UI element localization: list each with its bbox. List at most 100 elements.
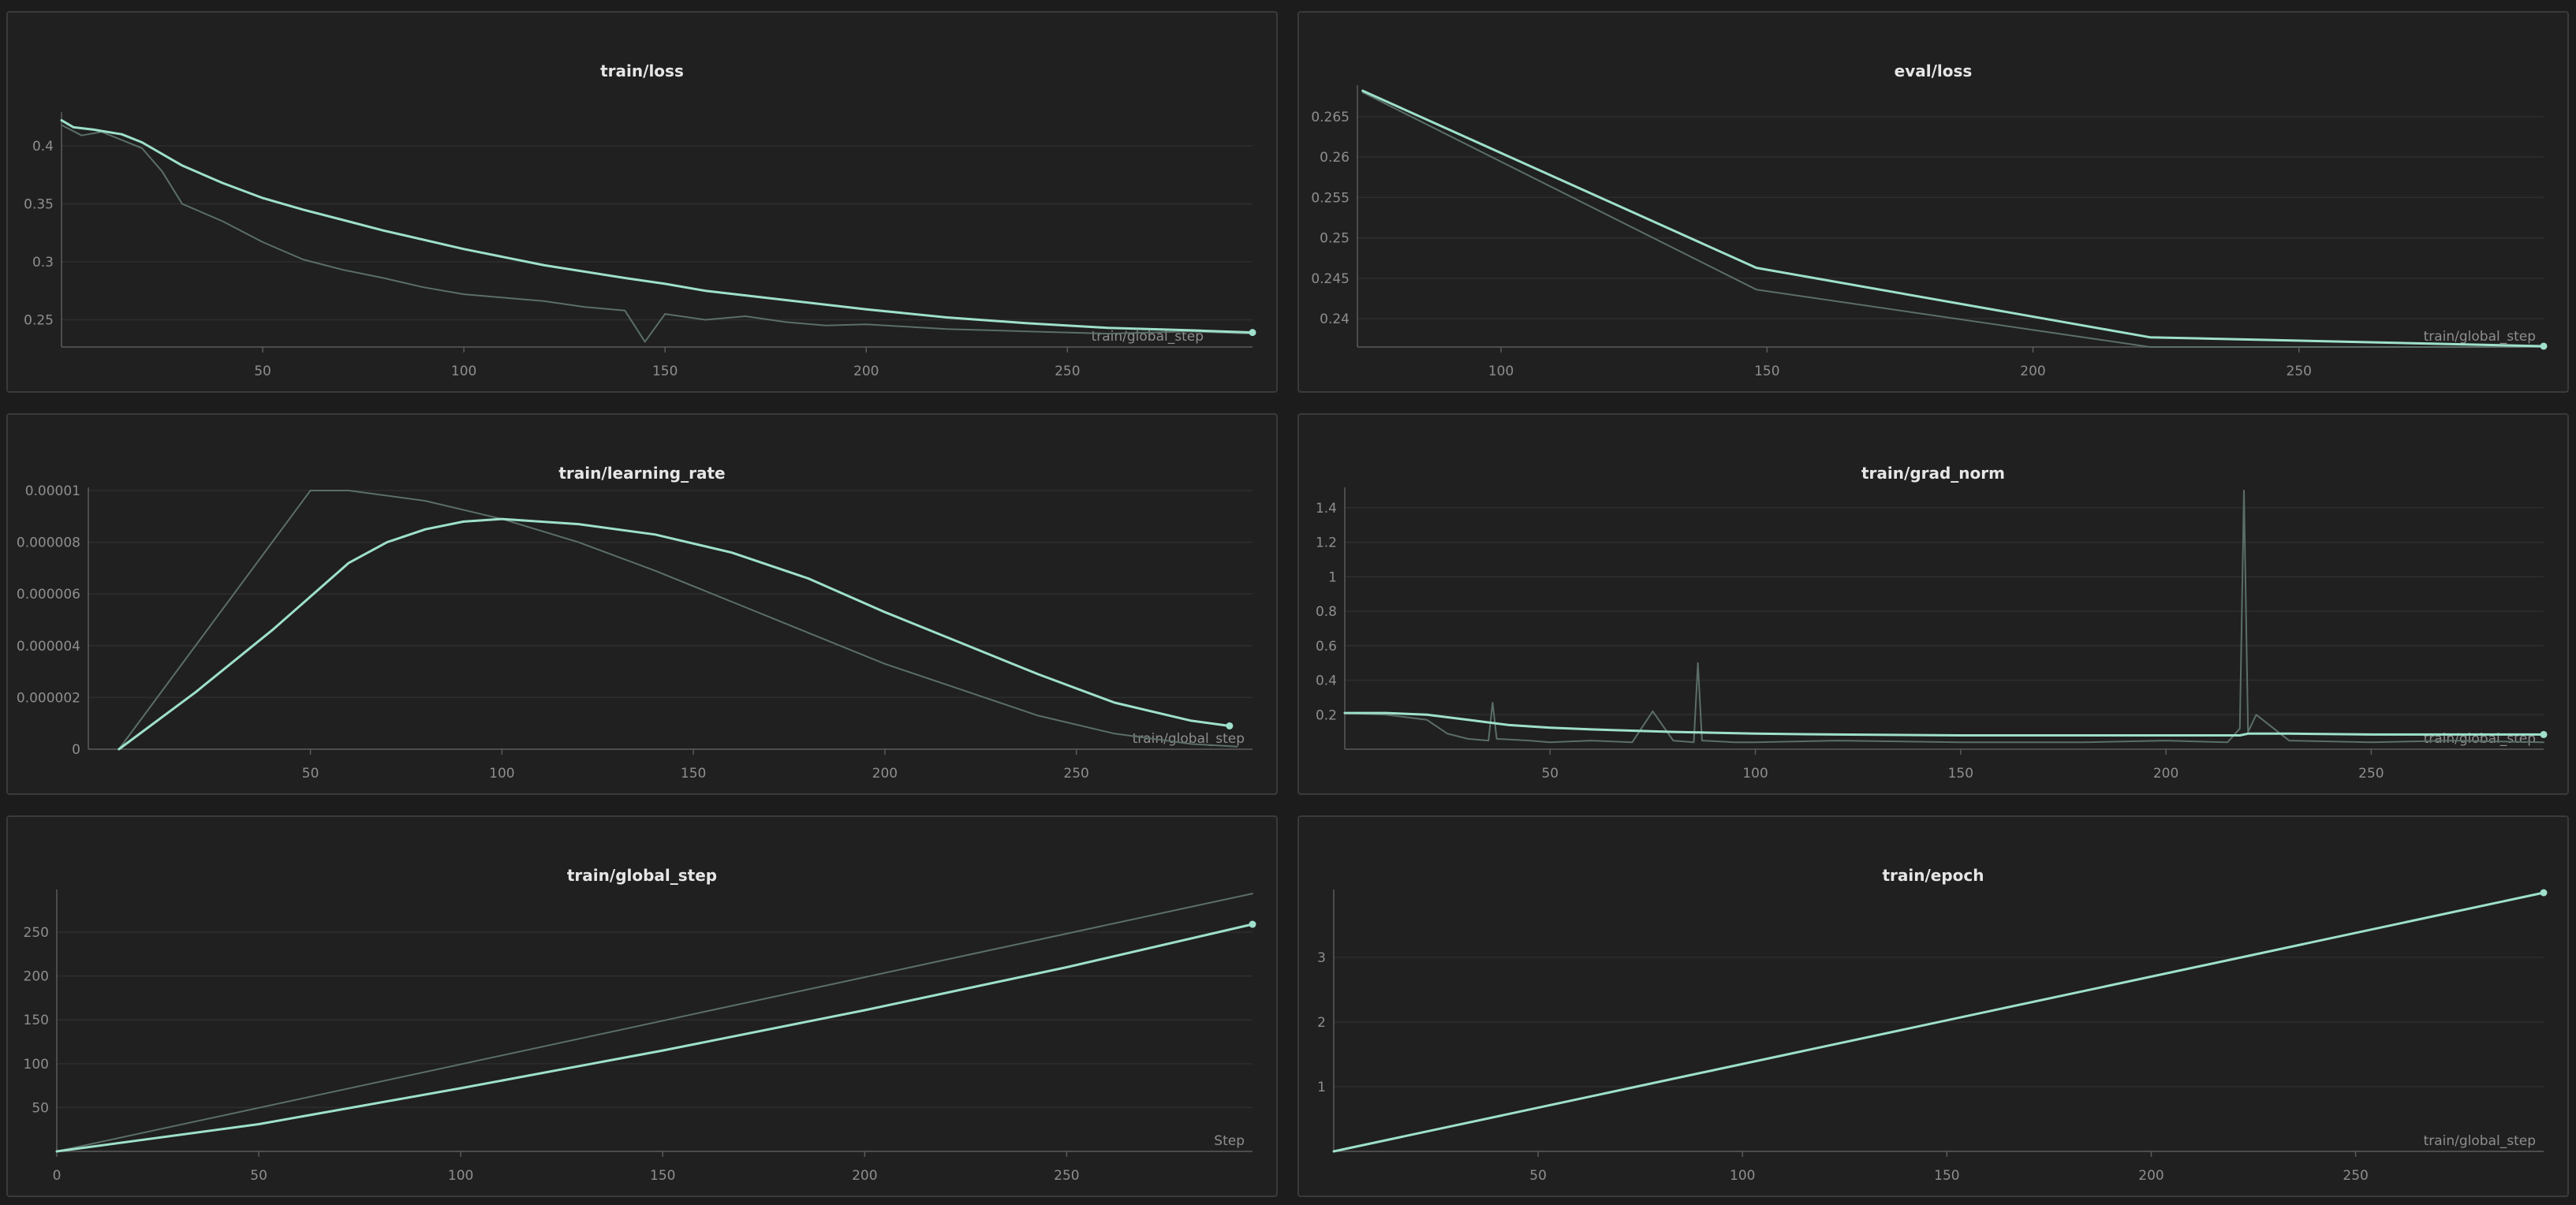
x-tick-label: 150 (650, 1168, 675, 1184)
x-tick-label: 250 (1055, 364, 1080, 379)
y-tick-label: 0.24 (1320, 312, 1350, 327)
x-tick-label: 250 (2343, 1168, 2368, 1184)
panel-train-global-step: train/global_step 50 100 150 200 250 0 50 100 15… (6, 815, 1278, 1197)
series-line-secondary (1344, 490, 2544, 744)
x-tick-label: 250 (2287, 364, 2312, 379)
x-tick-label: 150 (1948, 766, 1973, 782)
panel-train-grad-norm: train/grad_norm 0.2 0.4 0.6 0.8 1 1.2 1.4 50 100… (1297, 413, 2569, 795)
y-tick-label: 0.245 (1311, 271, 1350, 287)
series-end-point (2540, 889, 2548, 897)
y-tick-label: 2 (1317, 1015, 1326, 1031)
y-tick-label: 0.35 (24, 196, 54, 212)
series-end-point (1249, 920, 1256, 928)
x-tick-label: 150 (681, 766, 706, 782)
chart-title-train-grad-norm: train/grad_norm (1861, 464, 2005, 483)
y-tick-label: 0.255 (1311, 190, 1350, 206)
x-tick-label: 100 (1488, 364, 1514, 379)
x-tick-label: 250 (2358, 766, 2384, 782)
series-line-primary (1343, 711, 2545, 737)
series-line-primary (1361, 89, 2545, 348)
x-tick-label: 100 (1730, 1168, 1755, 1184)
x-tick-label: 50 (254, 364, 271, 379)
chart-eval-loss: 0.24 0.245 0.25 0.255 0.26 0.265 100 150 200 250 t… (1311, 85, 2548, 379)
x-tick-label: 250 (1054, 1168, 1079, 1184)
chart-train-grad-norm: 0.20.40.60.811.21.450 100 150 200 250train/g… (1316, 487, 2548, 782)
x-tick-label: 50 (1541, 766, 1559, 782)
y-tick-label: 0.000004 (17, 639, 80, 655)
y-tick-label: 0.8 (1316, 604, 1337, 620)
x-axis-label: train/global_step (1133, 731, 1245, 747)
x-tick-label: 200 (2138, 1168, 2163, 1184)
series-line-secondary (118, 490, 1238, 750)
y-tick-label: 0.2 (1316, 707, 1337, 723)
y-tick-label: 0.3 (32, 255, 54, 270)
y-tick-label: 0.265 (1311, 110, 1350, 125)
y-tick-label: 0.000002 (17, 690, 80, 706)
x-tick-label: 50 (250, 1168, 267, 1184)
panel-train-loss: train/loss 0.25 0.3 0.35 0.4 50 100 150 200 250 t… (6, 11, 1278, 393)
x-tick-label: 100 (451, 364, 476, 379)
series-line-primary (118, 517, 1231, 751)
series-line-primary (1332, 891, 2545, 1153)
series-line-secondary (1361, 91, 2544, 348)
y-tick-label: 1.2 (1316, 535, 1337, 551)
x-tick-label: 100 (1742, 766, 1768, 782)
chart-train-global-step: 50 100 150 200 250 0 50 100 150 200 250 Step (24, 890, 1256, 1184)
x-axis-label: train/global_step (2424, 329, 2536, 345)
x-tick-label: 0 (53, 1168, 62, 1184)
y-tick-label: 3 (1317, 950, 1326, 966)
x-axis-label: train/global_step (2424, 1133, 2536, 1149)
y-tick-label: 0.26 (1320, 150, 1350, 166)
y-tick-label: 0.4 (1316, 673, 1337, 689)
x-tick-label: 50 (302, 766, 319, 782)
series-line-secondary (56, 893, 1253, 1152)
panel-eval-loss: eval/loss 0.24 0.245 0.25 0.255 0.26 0.265 100… (1297, 11, 2569, 393)
y-tick-label: 1 (1317, 1080, 1326, 1095)
chart-train-learning-rate: 0 0.000002 0.000004 0.000006 0.000008 0.00001… (17, 483, 1253, 782)
y-tick-label: 50 (32, 1100, 49, 1116)
x-tick-label: 200 (2153, 766, 2178, 782)
panel-train-epoch: train/epoch 1 2 3 50 100 150 200 250 train/globa… (1297, 815, 2569, 1197)
series-line-primary (55, 923, 1254, 1153)
y-tick-label: 0.6 (1316, 639, 1337, 655)
series-end-point (2540, 730, 2548, 738)
series-line-primary (60, 119, 1254, 334)
series-end-point (1226, 722, 1234, 729)
y-tick-label: 0.000006 (17, 587, 80, 602)
y-tick-label: 0.000008 (17, 535, 80, 551)
chart-title-eval-loss: eval/loss (1894, 62, 1973, 80)
x-tick-label: 50 (1529, 1168, 1547, 1184)
x-tick-label: 200 (872, 766, 898, 782)
y-tick-label: 0.00001 (25, 483, 80, 499)
chart-title-train-epoch: train/epoch (1882, 866, 1984, 885)
panel-train-learning-rate: train/learning_rate 0 0.000002 0.000004 0.0… (6, 413, 1278, 795)
y-tick-label: 100 (24, 1057, 49, 1073)
series-end-point (2540, 342, 2548, 350)
y-tick-label: 1 (1328, 569, 1337, 585)
x-tick-label: 200 (2020, 364, 2045, 379)
y-tick-label: 0.4 (32, 139, 54, 155)
y-tick-label: 0 (72, 742, 80, 758)
series-end-point (1249, 329, 1256, 337)
y-tick-label: 1.4 (1316, 501, 1337, 517)
x-tick-label: 100 (448, 1168, 473, 1184)
chart-train-loss: 0.250.30.350.450 100 150 200 250train/global… (24, 112, 1256, 379)
y-tick-label: 200 (24, 969, 49, 985)
y-tick-label: 0.25 (1320, 231, 1350, 247)
chart-title-train-loss: train/loss (600, 62, 684, 80)
series-line-secondary (61, 124, 1253, 343)
x-tick-label: 150 (1754, 364, 1779, 379)
chart-title-train-learning-rate: train/learning_rate (558, 464, 726, 483)
chart-title-train-global-step: train/global_step (566, 866, 718, 885)
x-tick-label: 150 (1934, 1168, 1959, 1184)
x-axis-label: Step (1214, 1133, 1245, 1149)
y-tick-label: 150 (24, 1013, 49, 1028)
x-tick-label: 250 (1063, 766, 1088, 782)
x-tick-label: 150 (652, 364, 678, 379)
x-tick-label: 100 (489, 766, 514, 782)
x-tick-label: 200 (852, 1168, 877, 1184)
x-tick-label: 200 (853, 364, 879, 379)
chart-train-epoch: 1 2 3 50 100 150 200 250 train/global_step (1317, 889, 2548, 1184)
y-tick-label: 0.25 (24, 312, 54, 328)
y-tick-label: 250 (24, 925, 49, 941)
